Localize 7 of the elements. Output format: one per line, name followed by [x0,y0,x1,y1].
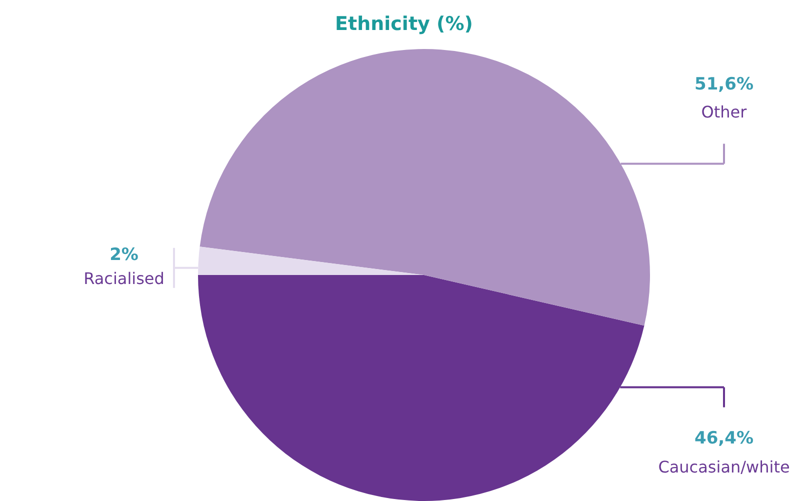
data-label: 51,6% [694,74,754,95]
chart-title: Ethnicity (%) [335,13,473,35]
data-label: 46,4% [694,428,754,448]
slice-label: Racialised [84,268,164,288]
data-label: 2% [110,244,138,265]
slice-label: Other [701,102,748,122]
slice-label: Caucasian/white [658,457,790,476]
